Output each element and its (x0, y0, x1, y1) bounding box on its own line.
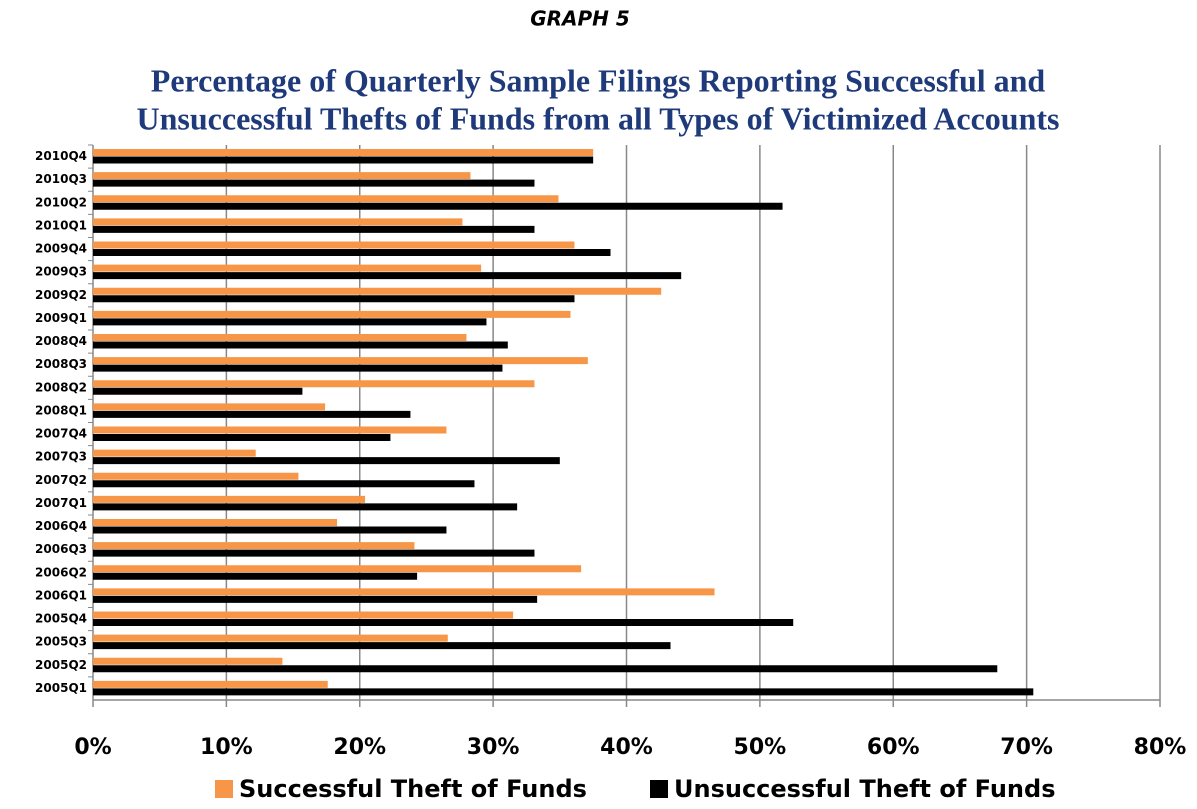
bar (93, 480, 475, 488)
bar (93, 403, 326, 411)
y-tick-label: 2008Q4 (35, 334, 87, 348)
y-tick-label: 2005Q2 (35, 658, 87, 672)
bar (93, 519, 338, 526)
bar (93, 572, 418, 580)
bar (93, 588, 715, 596)
bar (93, 249, 611, 256)
bar (93, 318, 487, 326)
bar (93, 272, 682, 280)
bar (93, 341, 508, 349)
bar (93, 264, 482, 272)
x-tick-label: 60% (867, 735, 920, 760)
bar (93, 156, 594, 164)
bar (93, 426, 447, 434)
y-tick-label: 2010Q2 (35, 195, 87, 209)
legend-swatch (215, 780, 233, 798)
x-tick-label: 20% (333, 735, 386, 760)
bar (93, 688, 1034, 696)
x-tick-label: 0% (74, 735, 111, 760)
x-tick-label: 30% (467, 735, 520, 760)
y-tick-label: 2010Q1 (35, 218, 87, 232)
bar (93, 457, 560, 465)
bar (93, 334, 467, 341)
legend-label: Successful Theft of Funds (239, 775, 587, 803)
bar (93, 179, 535, 187)
bar (93, 172, 471, 180)
y-tick-label: 2006Q2 (35, 565, 87, 579)
y-tick-label: 2007Q4 (35, 427, 87, 441)
pretitle: GRAPH 5 (530, 7, 630, 31)
legend-label: Unsuccessful Theft of Funds (674, 775, 1055, 803)
bar (93, 364, 503, 372)
bar (93, 634, 448, 642)
y-tick-label: 2006Q1 (35, 588, 87, 602)
y-tick-label: 2007Q3 (35, 450, 87, 464)
chart-title: Unsuccessful Thefts of Funds from all Ty… (137, 100, 1060, 136)
bar (93, 380, 535, 388)
y-tick-label: 2009Q1 (35, 311, 87, 325)
bar (93, 542, 415, 550)
x-tick-label: 40% (600, 735, 653, 760)
y-tick-label: 2009Q2 (35, 288, 87, 302)
bar (93, 549, 535, 557)
bar (93, 310, 571, 318)
bar (93, 434, 391, 441)
bar (93, 595, 538, 603)
bar (93, 657, 283, 665)
bar (93, 241, 575, 249)
y-tick-label: 2007Q1 (35, 496, 87, 510)
bar (93, 149, 594, 156)
y-tick-label: 2006Q3 (35, 542, 87, 556)
y-tick-label: 2009Q3 (35, 265, 87, 279)
y-tick-label: 2008Q3 (35, 357, 87, 371)
bar (93, 218, 463, 226)
y-tick-label: 2005Q4 (35, 612, 87, 626)
bar (93, 495, 366, 503)
bar (93, 449, 256, 457)
bar (93, 619, 794, 626)
bar (93, 526, 447, 534)
y-tick-label: 2008Q1 (35, 403, 87, 417)
legend-swatch (650, 780, 668, 798)
bar (93, 565, 582, 573)
y-tick-label: 2008Q2 (35, 380, 87, 394)
y-tick-label: 2005Q1 (35, 681, 87, 695)
x-tick-label: 10% (200, 735, 253, 760)
bar (93, 410, 411, 418)
bar (93, 503, 518, 511)
x-tick-label: 70% (1000, 735, 1053, 760)
y-tick-label: 2007Q2 (35, 473, 87, 487)
bar (93, 357, 588, 365)
x-tick-label: 50% (734, 735, 787, 760)
bar (93, 665, 998, 673)
bar (93, 225, 535, 233)
x-tick-label: 80% (1134, 735, 1187, 760)
y-tick-label: 2006Q4 (35, 519, 87, 533)
bar (93, 202, 783, 210)
bar (93, 287, 662, 295)
bar (93, 387, 303, 395)
bar (93, 195, 559, 203)
y-tick-label: 2010Q4 (35, 149, 87, 163)
bar (93, 680, 328, 688)
bar (93, 642, 671, 650)
chart-title: Percentage of Quarterly Sample Filings R… (151, 62, 1046, 98)
y-tick-label: 2009Q4 (35, 242, 87, 256)
y-tick-label: 2005Q3 (35, 635, 87, 649)
bar (93, 611, 514, 619)
bar (93, 472, 299, 480)
bar (93, 295, 575, 303)
y-tick-label: 2010Q3 (35, 172, 87, 186)
